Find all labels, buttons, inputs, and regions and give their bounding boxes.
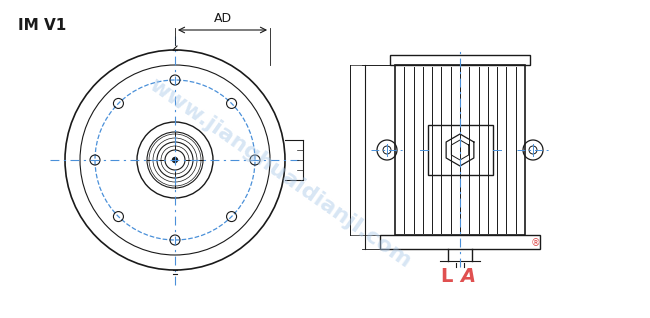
Text: A: A — [460, 267, 476, 287]
Text: IM V1: IM V1 — [18, 18, 66, 33]
Text: ®: ® — [530, 238, 540, 248]
Text: www.jianghuaidianjI.com: www.jianghuaidianjI.com — [145, 74, 415, 272]
Circle shape — [172, 157, 177, 162]
Bar — [390, 55, 530, 65]
Text: AD: AD — [213, 12, 231, 25]
Bar — [380, 235, 540, 249]
Bar — [428, 125, 493, 175]
Text: L: L — [440, 267, 452, 287]
Bar — [395, 65, 525, 235]
